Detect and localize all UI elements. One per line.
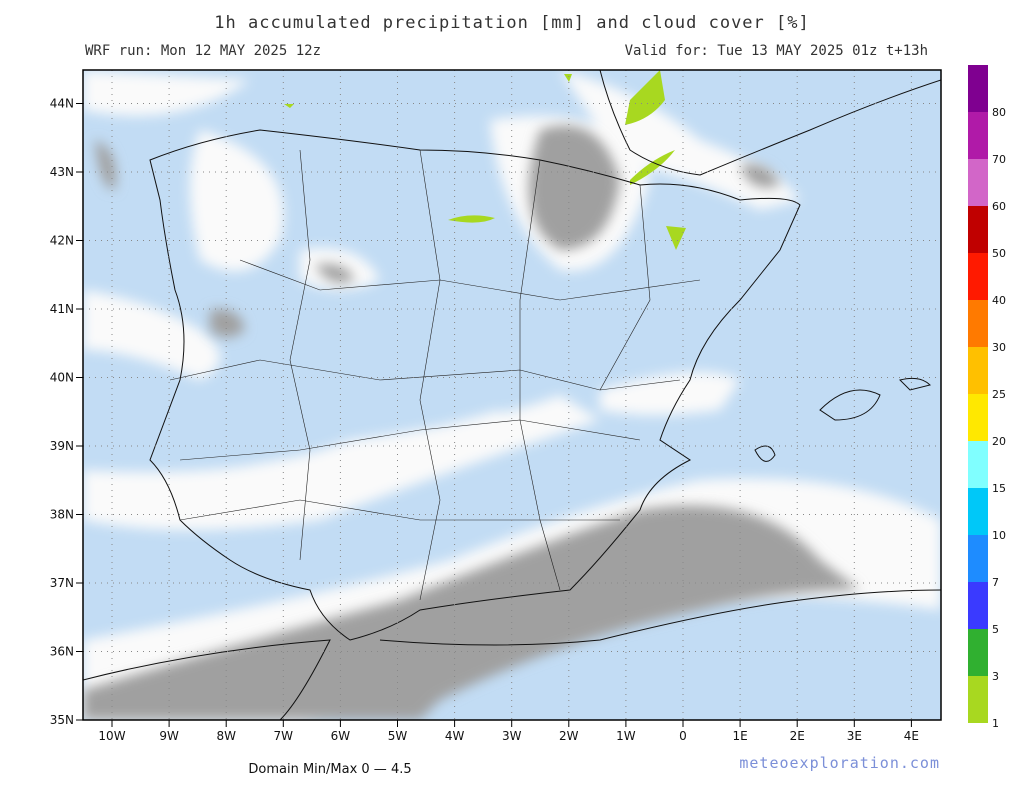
lon-label: 6W	[331, 729, 351, 743]
colorbar-segment	[968, 159, 988, 206]
lon-label: 8W	[216, 729, 236, 743]
title: 1h accumulated precipitation [mm] and cl…	[214, 13, 809, 33]
lon-label: 1E	[732, 729, 747, 743]
lat-label: 35N	[50, 713, 74, 727]
colorbar-segment	[968, 112, 988, 159]
lon-label: 3W	[502, 729, 522, 743]
lon-label: 0	[679, 729, 687, 743]
lat-label: 44N	[50, 97, 74, 111]
colorbar-segment	[968, 488, 988, 535]
colorbar-label: 1	[992, 717, 999, 730]
colorbar-label: 7	[992, 576, 999, 589]
colorbar-segment	[968, 206, 988, 253]
lon-label: 9W	[159, 729, 179, 743]
colorbar-label: 40	[992, 294, 1006, 307]
cloud-gray	[83, 125, 860, 720]
coastline	[83, 70, 941, 720]
lat-label: 39N	[50, 439, 74, 453]
colorbar-label: 30	[992, 341, 1006, 354]
colorbar-label: 3	[992, 670, 999, 683]
lat-label: 40N	[50, 371, 74, 385]
regional-borders	[169, 149, 701, 601]
colorbar-segment	[968, 347, 988, 394]
lat-label: 43N	[50, 165, 74, 179]
lon-label: 5W	[388, 729, 408, 743]
lon-label: 7W	[274, 729, 294, 743]
colorbar-segment	[968, 441, 988, 488]
colorbar-label: 5	[992, 623, 999, 636]
colorbar-segment	[968, 65, 988, 112]
colorbar-segment	[968, 300, 988, 347]
colorbar-segment	[968, 582, 988, 629]
lon-label: 2E	[790, 729, 805, 743]
colorbar-segment	[968, 629, 988, 676]
lon-label: 4W	[445, 729, 465, 743]
colorbar-label: 50	[992, 247, 1006, 260]
colorbar-segment	[968, 394, 988, 441]
colorbar-label: 70	[992, 153, 1006, 166]
lon-label: 4E	[904, 729, 919, 743]
site-credit: meteoexploration.com	[739, 754, 940, 772]
colorbar-label: 80	[992, 106, 1006, 119]
valid-label: Valid for: Tue 13 MAY 2025 01z t+13h	[625, 43, 928, 59]
colorbar-segment	[968, 535, 988, 582]
lat-label: 38N	[50, 508, 74, 522]
domain-minmax: Domain Min/Max 0 — 4.5	[248, 762, 411, 777]
lat-label: 37N	[50, 576, 74, 590]
colorbar-label: 60	[992, 200, 1006, 213]
lon-label: 2W	[559, 729, 579, 743]
colorbar-label: 20	[992, 435, 1006, 448]
lat-label: 41N	[50, 302, 74, 316]
graticule	[83, 70, 941, 720]
lat-label: 36N	[50, 645, 74, 659]
colorbar-segment	[968, 676, 988, 723]
colorbar-label: 10	[992, 529, 1006, 542]
colorbar: 80 70 60 50 40 30 25 20 15 10 7 5 3 1	[968, 65, 1006, 730]
lon-label: 1W	[616, 729, 636, 743]
axis-labels: 44N 43N 42N 41N 40N 39N 38N 37N 36N 35N 10W 9W 8W 7W 6…	[50, 97, 919, 744]
colorbar-label: 15	[992, 482, 1006, 495]
colorbar-segment	[968, 253, 988, 300]
colorbar-label: 25	[992, 388, 1006, 401]
map-area	[83, 70, 941, 720]
lat-label: 42N	[50, 234, 74, 248]
lon-label: 10W	[98, 729, 125, 743]
lon-label: 3E	[847, 729, 862, 743]
run-label: WRF run: Mon 12 MAY 2025 12z	[85, 43, 321, 59]
precip-light	[284, 70, 686, 250]
